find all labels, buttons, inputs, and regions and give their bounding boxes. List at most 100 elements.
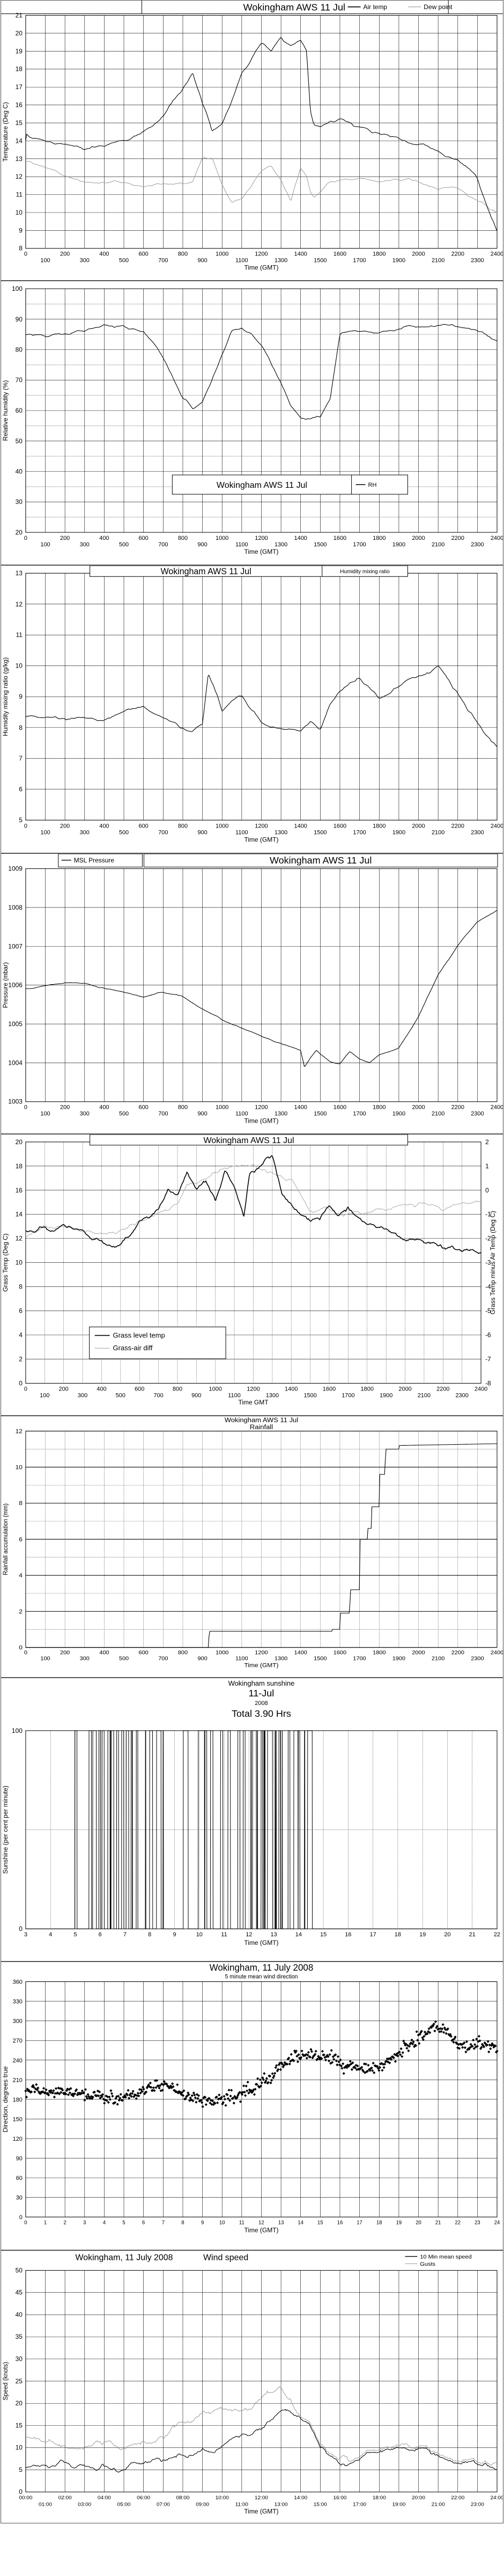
svg-text:Humidity mixing ratio: Humidity mixing ratio <box>340 569 390 575</box>
svg-text:21: 21 <box>16 12 23 19</box>
svg-text:2200: 2200 <box>436 1386 449 1392</box>
svg-text:1900: 1900 <box>392 1656 406 1662</box>
svg-text:1800: 1800 <box>373 251 386 258</box>
svg-text:2000: 2000 <box>412 1104 425 1111</box>
svg-text:1300: 1300 <box>275 1656 288 1662</box>
svg-text:30: 30 <box>16 498 23 506</box>
svg-text:1200: 1200 <box>247 1386 260 1392</box>
svg-text:1800: 1800 <box>373 535 386 541</box>
svg-text:2: 2 <box>485 1138 489 1146</box>
svg-text:10 Min mean speed: 10 Min mean speed <box>420 2254 471 2260</box>
svg-text:0: 0 <box>24 1104 27 1111</box>
svg-text:45: 45 <box>16 2289 23 2296</box>
svg-text:1000: 1000 <box>216 251 228 258</box>
svg-text:1400: 1400 <box>294 1104 307 1111</box>
svg-text:10: 10 <box>16 1259 23 1267</box>
svg-text:600: 600 <box>138 535 148 541</box>
svg-text:5: 5 <box>122 2220 125 2226</box>
svg-text:2400: 2400 <box>475 1386 487 1392</box>
svg-text:1600: 1600 <box>333 1104 346 1111</box>
svg-text:Time (GMT): Time (GMT) <box>244 1117 278 1124</box>
svg-text:400: 400 <box>99 535 109 541</box>
svg-text:5: 5 <box>19 816 23 824</box>
svg-text:08:00: 08:00 <box>176 2495 190 2501</box>
svg-text:2300: 2300 <box>471 829 484 836</box>
svg-text:-6: -6 <box>485 1331 491 1339</box>
svg-text:10:00: 10:00 <box>216 2495 229 2501</box>
svg-text:11-Jul: 11-Jul <box>249 1688 275 1699</box>
svg-text:11: 11 <box>16 191 23 199</box>
svg-text:700: 700 <box>153 1392 163 1399</box>
svg-text:1000: 1000 <box>216 535 228 541</box>
svg-text:07:00: 07:00 <box>157 2501 171 2507</box>
svg-text:0: 0 <box>24 2220 27 2226</box>
svg-text:100: 100 <box>40 258 50 264</box>
svg-text:30: 30 <box>16 2195 23 2201</box>
svg-text:15: 15 <box>16 119 23 127</box>
svg-text:20: 20 <box>444 1931 450 1938</box>
svg-text:600: 600 <box>135 1386 144 1392</box>
svg-text:200: 200 <box>60 1650 70 1656</box>
svg-text:16: 16 <box>337 2220 343 2226</box>
svg-text:14:00: 14:00 <box>294 2495 308 2501</box>
svg-text:200: 200 <box>58 1386 68 1392</box>
svg-text:2300: 2300 <box>471 258 484 264</box>
svg-text:23: 23 <box>475 2220 480 2226</box>
svg-text:8: 8 <box>19 724 23 731</box>
svg-text:1100: 1100 <box>235 258 248 264</box>
svg-text:1200: 1200 <box>255 251 268 258</box>
svg-text:18: 18 <box>395 1931 401 1938</box>
svg-text:24: 24 <box>494 2220 500 2226</box>
svg-text:18: 18 <box>16 1162 23 1170</box>
svg-text:2200: 2200 <box>451 1650 465 1656</box>
svg-text:1400: 1400 <box>294 1650 308 1656</box>
svg-text:6: 6 <box>19 1307 23 1315</box>
svg-text:1200: 1200 <box>255 1650 268 1656</box>
svg-text:Time (GMT): Time (GMT) <box>244 1663 278 1669</box>
svg-text:2400: 2400 <box>491 1104 503 1111</box>
svg-text:Time (GMT): Time (GMT) <box>244 2508 278 2515</box>
svg-text:Time GMT: Time GMT <box>238 1399 269 1406</box>
svg-text:2: 2 <box>64 2220 66 2226</box>
svg-text:2008: 2008 <box>255 1700 268 1707</box>
svg-text:50: 50 <box>16 437 23 445</box>
svg-text:600: 600 <box>138 823 148 829</box>
svg-text:60: 60 <box>16 2175 23 2182</box>
svg-text:2100: 2100 <box>432 829 444 836</box>
svg-text:35: 35 <box>16 2333 23 2340</box>
svg-text:1900: 1900 <box>380 1392 392 1399</box>
svg-text:6: 6 <box>19 1536 23 1543</box>
svg-text:800: 800 <box>178 1104 188 1111</box>
svg-text:15:00: 15:00 <box>314 2501 328 2507</box>
svg-text:Speed (knots): Speed (knots) <box>2 2362 9 2401</box>
svg-text:90: 90 <box>16 2155 23 2162</box>
svg-text:15: 15 <box>320 1931 327 1938</box>
svg-text:500: 500 <box>119 829 129 836</box>
svg-text:15: 15 <box>317 2220 323 2226</box>
svg-text:16:00: 16:00 <box>333 2495 347 2501</box>
svg-text:1600: 1600 <box>323 1386 336 1392</box>
svg-text:6: 6 <box>142 2220 145 2226</box>
svg-text:1700: 1700 <box>342 1392 354 1399</box>
svg-text:1: 1 <box>485 1162 489 1170</box>
svg-text:0: 0 <box>19 1380 23 1387</box>
svg-text:Time (GMT): Time (GMT) <box>244 264 278 271</box>
svg-text:Wokingham AWS 11 Jul: Wokingham AWS 11 Jul <box>161 567 251 576</box>
svg-text:7: 7 <box>19 755 23 762</box>
svg-text:200: 200 <box>60 823 70 829</box>
svg-text:2: 2 <box>19 1609 23 1615</box>
svg-text:1006: 1006 <box>8 982 23 989</box>
svg-text:200: 200 <box>60 535 70 541</box>
svg-text:9: 9 <box>19 693 23 700</box>
svg-text:0: 0 <box>19 2214 23 2221</box>
svg-text:Gusts: Gusts <box>420 2261 435 2267</box>
svg-text:16: 16 <box>16 101 23 109</box>
svg-text:13: 13 <box>16 155 23 163</box>
svg-text:700: 700 <box>158 541 168 548</box>
svg-text:200: 200 <box>60 1104 70 1111</box>
svg-text:1800: 1800 <box>373 823 386 829</box>
svg-text:150: 150 <box>13 2116 23 2123</box>
svg-text:30: 30 <box>16 2356 23 2363</box>
svg-text:22: 22 <box>455 2220 461 2226</box>
svg-text:01:00: 01:00 <box>39 2501 53 2507</box>
